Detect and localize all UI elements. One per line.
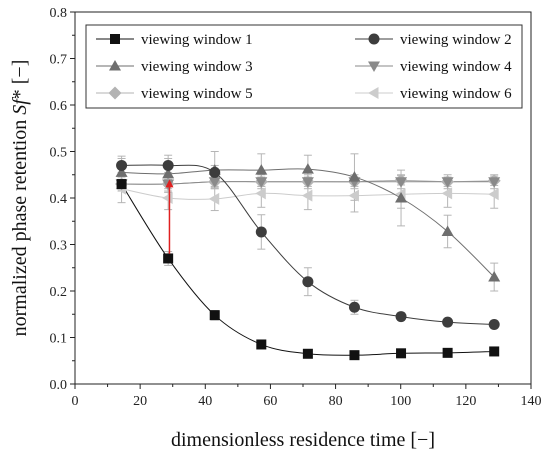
data-point-series-3 bbox=[115, 166, 128, 177]
y-axis-label-symbol: Sf bbox=[9, 97, 31, 115]
legend-label-6: viewing window 6 bbox=[400, 86, 512, 102]
legend-label-2: viewing window 2 bbox=[400, 32, 512, 48]
data-point-series-3 bbox=[441, 225, 454, 236]
red-arrow-annotation bbox=[165, 179, 174, 254]
x-tick-label: 60 bbox=[263, 394, 277, 409]
data-point-series-6 bbox=[208, 192, 220, 205]
series-markers bbox=[115, 159, 501, 361]
data-point-series-1 bbox=[116, 179, 127, 190]
data-point-series-1 bbox=[349, 350, 360, 361]
x-tick-label: 140 bbox=[521, 394, 542, 409]
x-tick-label: 120 bbox=[455, 394, 476, 409]
data-point-series-2 bbox=[442, 316, 454, 328]
plot-area bbox=[115, 151, 501, 361]
data-point-series-4 bbox=[301, 177, 314, 188]
y-axis-label-prefix: normalized phase retention bbox=[9, 115, 31, 337]
data-point-series-3 bbox=[255, 164, 268, 175]
legend-box bbox=[85, 24, 523, 109]
x-axis-ticks: 0 20 40 60 80 100 120 140 bbox=[72, 384, 542, 409]
data-point-series-6 bbox=[488, 188, 499, 201]
data-point-series-6 bbox=[162, 192, 173, 204]
data-point-series-4 bbox=[395, 177, 408, 188]
data-point-series-4 bbox=[255, 177, 268, 188]
legend-label-3: viewing window 3 bbox=[141, 59, 253, 75]
y-axis-label-suffix: * [−] bbox=[9, 60, 31, 100]
legend-label-4: viewing window 4 bbox=[400, 59, 512, 75]
data-point-series-4 bbox=[441, 177, 454, 188]
data-point-series-4 bbox=[208, 177, 221, 188]
data-point-series-2 bbox=[162, 159, 174, 171]
arrow-head bbox=[165, 179, 174, 188]
x-tick-label: 100 bbox=[390, 394, 411, 409]
data-point-series-1 bbox=[256, 339, 267, 350]
legend-label-5: viewing window 5 bbox=[141, 86, 253, 102]
y-tick-label: 0.8 bbox=[50, 6, 68, 21]
x-tick-label: 80 bbox=[329, 394, 343, 409]
data-point-series-2 bbox=[348, 301, 360, 313]
y-tick-label: 0.7 bbox=[50, 53, 68, 68]
legend-marker-2 bbox=[368, 33, 380, 45]
data-point-series-1 bbox=[163, 253, 174, 264]
x-axis-label: dimensionless residence time [−] bbox=[171, 429, 435, 451]
data-point-series-1 bbox=[489, 346, 500, 357]
legend-marker-4 bbox=[368, 61, 380, 72]
x-tick-label: 40 bbox=[198, 394, 212, 409]
data-point-series-2 bbox=[302, 276, 314, 288]
y-axis-label: normalized phase retention Sf* [−] bbox=[9, 60, 31, 337]
data-point-series-2 bbox=[209, 166, 221, 178]
legend-marker-3 bbox=[109, 60, 121, 71]
legend-marker-1 bbox=[110, 34, 120, 44]
data-point-series-6 bbox=[348, 189, 359, 202]
data-point-series-1 bbox=[302, 348, 313, 359]
y-tick-label: 0.2 bbox=[50, 285, 68, 300]
data-point-series-6 bbox=[301, 189, 313, 202]
y-tick-label: 0.5 bbox=[50, 146, 68, 161]
y-tick-label: 0.3 bbox=[50, 239, 68, 254]
legend-marker-5 bbox=[108, 86, 122, 100]
data-point-series-6 bbox=[441, 187, 453, 200]
data-point-series-6 bbox=[255, 187, 266, 200]
y-tick-label: 0.0 bbox=[50, 378, 68, 393]
data-point-series-3 bbox=[162, 167, 175, 179]
y-tick-label: 0.6 bbox=[50, 99, 68, 114]
data-point-series-3 bbox=[348, 171, 361, 182]
x-tick-label: 20 bbox=[133, 394, 147, 409]
legend-marker-6 bbox=[368, 87, 379, 99]
data-point-series-3 bbox=[395, 192, 408, 203]
y-tick-label: 0.1 bbox=[50, 332, 68, 347]
data-point-series-2 bbox=[255, 226, 267, 238]
data-point-series-1 bbox=[396, 348, 407, 359]
x-tick-label: 0 bbox=[72, 394, 79, 409]
data-point-series-1 bbox=[209, 310, 220, 321]
legend-label-1: viewing window 1 bbox=[141, 32, 253, 48]
data-point-series-4 bbox=[488, 177, 501, 188]
data-point-series-3 bbox=[301, 163, 314, 174]
data-point-series-2 bbox=[395, 311, 407, 323]
y-axis-ticks: 0.0 0.1 0.2 0.3 0.4 0.5 0.6 0.7 0.8 bbox=[50, 6, 75, 393]
y-tick-label: 0.4 bbox=[50, 192, 68, 207]
data-point-series-3 bbox=[488, 271, 501, 282]
data-point-series-2 bbox=[488, 318, 500, 330]
legend: viewing window 1 viewing window 2 viewing … bbox=[85, 24, 523, 109]
data-point-series-1 bbox=[442, 347, 453, 358]
data-point-series-2 bbox=[116, 159, 128, 171]
